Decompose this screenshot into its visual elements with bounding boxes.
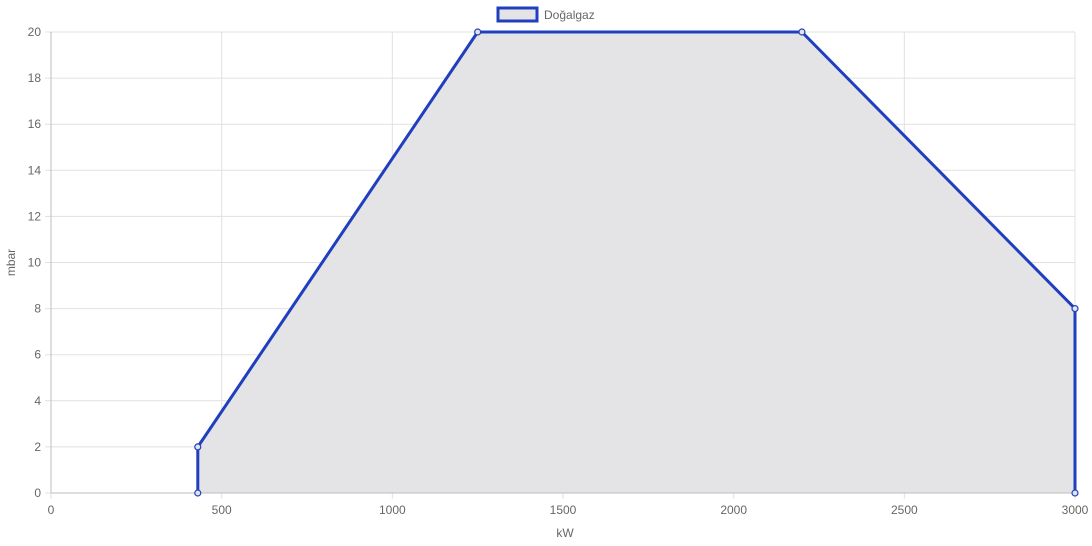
y-tick-label: 6 bbox=[34, 348, 41, 362]
y-tick-label: 10 bbox=[28, 256, 42, 270]
y-tick-label: 14 bbox=[28, 163, 42, 177]
x-tick-label: 1000 bbox=[379, 503, 406, 517]
x-tick-label: 0 bbox=[48, 503, 55, 517]
y-tick-label: 12 bbox=[28, 209, 42, 223]
data-point[interactable] bbox=[1071, 489, 1079, 497]
data-point[interactable] bbox=[474, 28, 482, 36]
y-tick-label: 16 bbox=[28, 117, 42, 131]
data-point[interactable] bbox=[798, 28, 806, 36]
y-tick-label: 18 bbox=[28, 71, 42, 85]
series-line bbox=[196, 30, 1077, 493]
x-axis-title: kW bbox=[556, 526, 574, 540]
y-axis-title: mbar bbox=[4, 249, 18, 276]
y-tick-label: 0 bbox=[34, 486, 41, 500]
x-tick-label: 2500 bbox=[891, 503, 918, 517]
axes: 0 2 4 6 8 10 12 14 16 18 20 0 500 1000 1500 2000 2500 300… bbox=[28, 25, 1089, 517]
series-points bbox=[194, 28, 1079, 497]
legend[interactable]: Doğalgaz bbox=[496, 6, 595, 23]
data-point[interactable] bbox=[1071, 305, 1079, 313]
x-tick-label: 1500 bbox=[550, 503, 577, 517]
data-point[interactable] bbox=[194, 443, 202, 451]
y-tick-label: 4 bbox=[34, 394, 41, 408]
series-area-fill bbox=[197, 32, 1076, 493]
data-point[interactable] bbox=[194, 489, 202, 497]
y-tick-label: 8 bbox=[34, 302, 41, 316]
legend-label[interactable]: Doğalgaz bbox=[544, 8, 595, 22]
x-tick-label: 3000 bbox=[1062, 503, 1089, 517]
series-area bbox=[196, 30, 1077, 493]
legend-swatch[interactable] bbox=[496, 6, 539, 23]
x-tick-label: 2000 bbox=[720, 503, 747, 517]
x-tick-label: 500 bbox=[212, 503, 232, 517]
y-tick-label: 2 bbox=[34, 440, 41, 454]
y-tick-label: 20 bbox=[28, 25, 42, 39]
